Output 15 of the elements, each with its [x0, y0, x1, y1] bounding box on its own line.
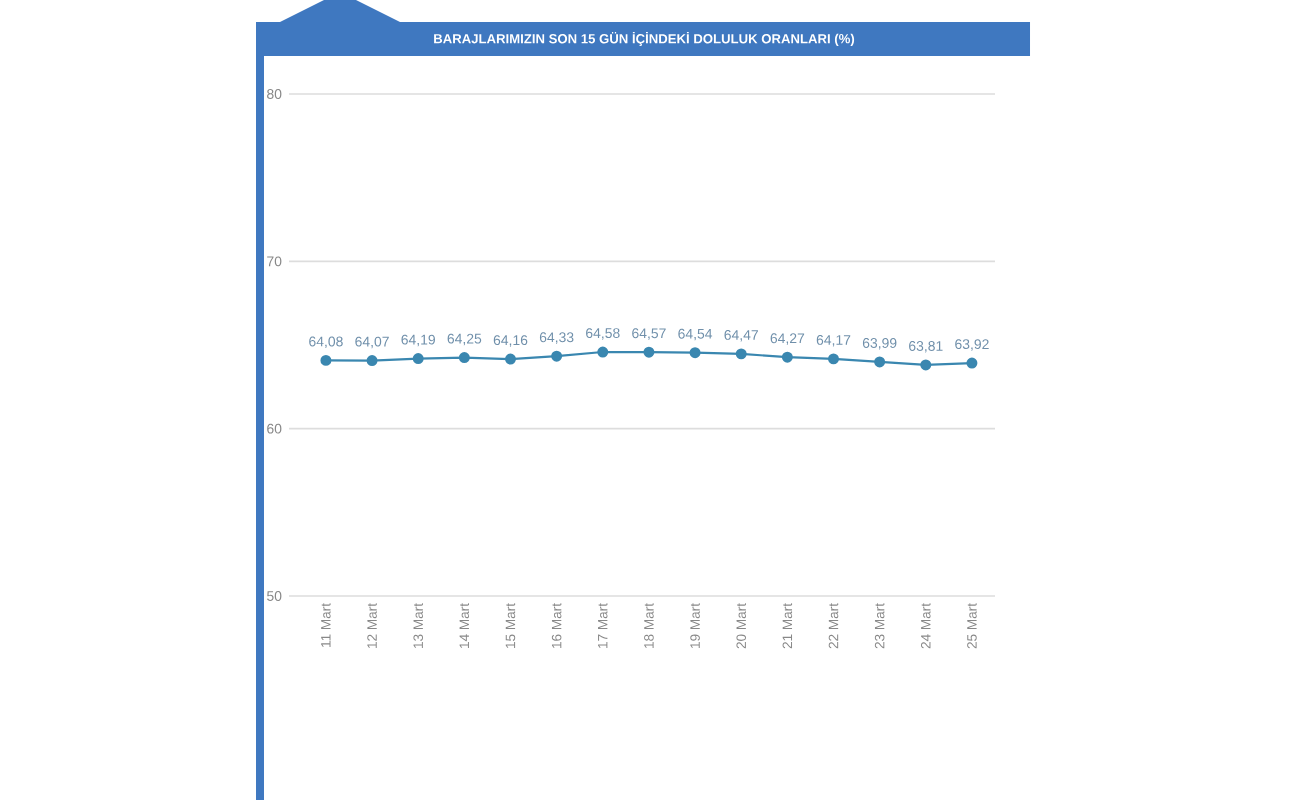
point	[597, 346, 609, 358]
point	[320, 354, 332, 366]
point	[735, 348, 747, 360]
point	[458, 352, 470, 364]
point	[643, 346, 655, 358]
point	[874, 356, 886, 368]
point	[828, 353, 839, 365]
point	[551, 350, 563, 362]
point	[366, 355, 378, 367]
point	[505, 353, 516, 365]
point	[781, 351, 793, 363]
point	[966, 357, 978, 369]
point	[920, 359, 932, 371]
point	[689, 347, 701, 359]
point	[412, 353, 424, 365]
